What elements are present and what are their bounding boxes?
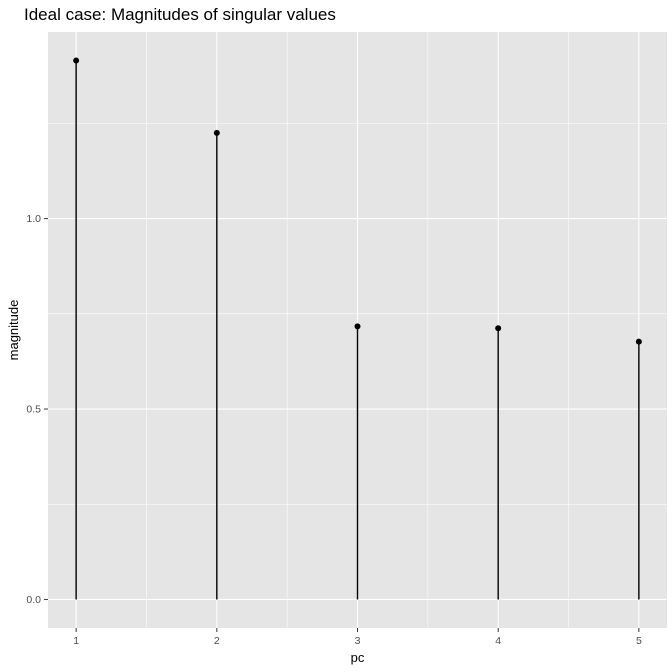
points [73,57,642,345]
y-tick-labels: 0.0 0.5 1.0 [26,213,41,606]
x-axis-title: pc [351,650,365,665]
x-tick-label: 1 [73,635,79,647]
x-tick-label: 3 [355,635,361,647]
y-axis-title: magnitude [6,300,21,361]
x-tick-label: 2 [214,635,220,647]
y-tick-label: 0.0 [26,594,41,606]
data-point [495,325,502,332]
y-tick-label: 1.0 [26,213,41,225]
x-tick-label: 5 [636,635,642,647]
data-point [73,57,80,64]
y-tick-label: 0.5 [26,404,41,416]
data-point [354,323,361,330]
data-point [213,129,220,136]
x-tick-labels: 1 2 3 4 5 [73,635,642,647]
data-point [635,338,642,345]
x-tick-label: 4 [495,635,501,647]
chart-title: Ideal case: Magnitudes of singular value… [24,5,336,24]
stems [75,60,640,600]
axis-ticks [44,218,640,632]
